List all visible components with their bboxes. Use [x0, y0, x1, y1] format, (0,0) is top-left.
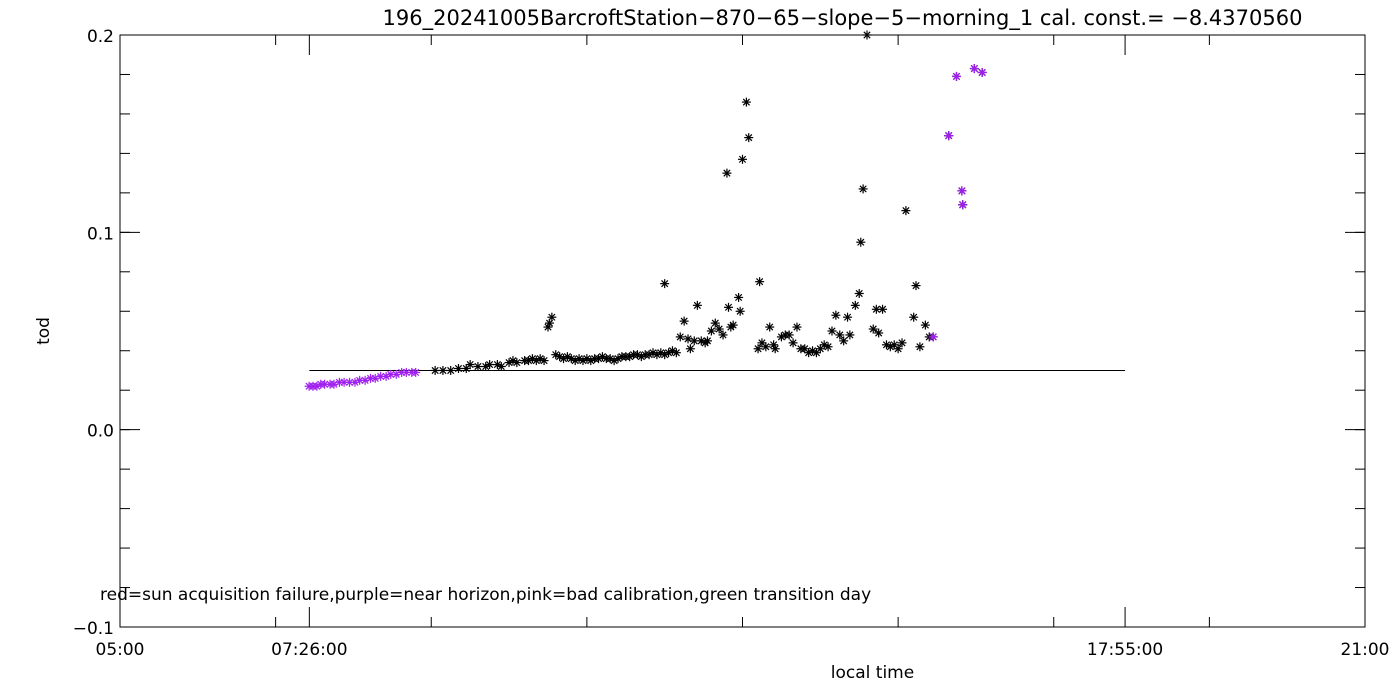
- data-point: [710, 318, 720, 328]
- data-point: [915, 342, 925, 352]
- data-point: [706, 326, 716, 336]
- data-point: [683, 334, 693, 344]
- data-point: [893, 344, 903, 354]
- data-point: [744, 133, 754, 143]
- data-point: [582, 354, 592, 364]
- data-point: [485, 360, 495, 370]
- data-point: [850, 300, 860, 310]
- x-tick-label: 21:00: [1341, 640, 1390, 660]
- near-horizon-point: [944, 131, 954, 141]
- data-point: [723, 302, 733, 312]
- data-point: [792, 322, 802, 332]
- data-point: [734, 292, 744, 302]
- data-point: [897, 338, 907, 348]
- data-point: [671, 348, 681, 358]
- data-point: [845, 330, 855, 340]
- data-point: [770, 344, 780, 354]
- x-tick-label: 05:00: [96, 640, 145, 660]
- data-point: [512, 358, 522, 368]
- data-point: [685, 344, 695, 354]
- near-horizon-point: [958, 200, 968, 210]
- data-point: [675, 332, 685, 342]
- data-point: [609, 356, 619, 366]
- data-point: [679, 316, 689, 326]
- data-point: [858, 184, 868, 194]
- data-point: [613, 354, 623, 364]
- y-tick-label: −0.1: [73, 619, 114, 639]
- data-point: [453, 363, 463, 373]
- data-point: [547, 312, 557, 322]
- data-point: [473, 362, 483, 372]
- data-point: [827, 326, 837, 336]
- data-point: [753, 344, 763, 354]
- data-point: [765, 322, 775, 332]
- data-point: [496, 362, 506, 372]
- data-point: [718, 330, 728, 340]
- near-horizon-point: [951, 71, 961, 81]
- near-horizon-point: [411, 367, 421, 377]
- x-axis-label: local time: [831, 663, 914, 683]
- data-point: [539, 356, 549, 366]
- data-point: [660, 279, 670, 289]
- data-point: [570, 356, 580, 366]
- x-tick-label: 07:26:00: [271, 640, 347, 660]
- near-horizon-point: [401, 367, 411, 377]
- axis-ticks: −0.1 0.0 0.1 0.2 05:00 07:26:00 17:55:00 21:00: [73, 27, 1390, 660]
- data-point: [722, 168, 732, 178]
- data-point: [728, 320, 738, 330]
- data-point: [702, 336, 712, 346]
- y-tick-label: 0.0: [87, 422, 114, 442]
- data-point: [856, 237, 866, 247]
- data-point: [446, 365, 456, 375]
- near-horizon-point: [320, 379, 330, 389]
- data-points: [304, 30, 987, 391]
- data-point: [438, 365, 448, 375]
- data-point: [823, 342, 833, 352]
- y-tick-label: 0.1: [87, 224, 114, 244]
- data-point: [755, 277, 765, 287]
- data-point: [911, 281, 921, 291]
- data-point: [735, 306, 745, 316]
- data-point: [901, 206, 911, 216]
- chart-title: 196_20241005BarcroftStation−870−65−slope…: [383, 6, 1303, 31]
- data-point: [465, 360, 475, 370]
- data-point: [878, 304, 888, 314]
- data-point: [761, 342, 771, 352]
- near-horizon-point: [928, 332, 938, 342]
- data-point: [839, 336, 849, 346]
- data-point: [831, 310, 841, 320]
- data-point: [788, 338, 798, 348]
- data-point: [784, 330, 794, 340]
- data-point: [874, 328, 884, 338]
- near-horizon-point: [969, 64, 979, 74]
- plot-frame: [119, 34, 1366, 628]
- data-point: [481, 362, 491, 372]
- near-horizon-point: [957, 186, 967, 196]
- color-legend-note: red=sun acquisition failure,purple=near …: [100, 585, 871, 605]
- x-tick-label: 17:55:00: [1087, 640, 1163, 660]
- near-horizon-point: [339, 377, 349, 387]
- data-point: [738, 154, 747, 164]
- y-axis-label: tod: [34, 317, 54, 345]
- data-point: [430, 365, 440, 375]
- data-point: [868, 324, 878, 334]
- near-horizon-point: [376, 371, 386, 381]
- near-horizon-point: [977, 67, 987, 77]
- data-point: [843, 312, 853, 322]
- y-tick-label: 0.2: [87, 27, 114, 47]
- data-point: [920, 320, 930, 330]
- data-point: [835, 330, 845, 340]
- data-point: [854, 289, 864, 299]
- data-point: [909, 312, 919, 322]
- data-point: [741, 97, 751, 107]
- data-point: [508, 356, 518, 366]
- data-point: [692, 300, 702, 310]
- data-point: [625, 352, 635, 362]
- data-point: [714, 324, 724, 334]
